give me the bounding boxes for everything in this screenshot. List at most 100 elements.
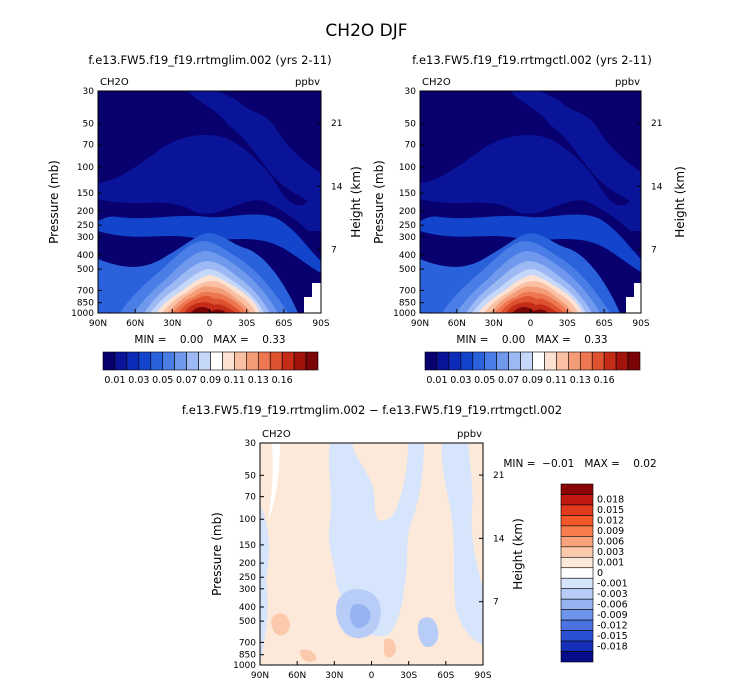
colorbar-swatch [560, 494, 594, 506]
colorbar-label: -0.015 [597, 631, 628, 642]
pressure-tick-label: 150 [399, 189, 416, 199]
lat-tick-label: 30S [559, 319, 576, 329]
colorbar-swatch [150, 351, 164, 371]
lat-tick-label: 30N [163, 319, 181, 329]
lat-tick-label: 60S [275, 319, 292, 329]
colorbar-right: 0.01 0.03 0.05 0.07 0.09 0.11 0.13 0.16 [424, 351, 641, 386]
lat-tick-label: 30S [238, 319, 255, 329]
panel-right-subtitle: f.e13.FW5.f19_f19.rrtmgctl.002 (yrs 2-11… [412, 53, 652, 67]
colorbar-swatch [508, 351, 521, 371]
colorbar-swatch [472, 351, 486, 371]
colorbar-swatch [560, 619, 594, 631]
height-tick-label: 21 [493, 471, 504, 481]
lat-tick-label: 90N [411, 319, 429, 329]
colorbar-swatch [174, 351, 187, 371]
colorbar-label: -0.009 [597, 610, 628, 621]
pressure-tick-label: 1000 [393, 309, 416, 319]
panel-left-minmax: MIN = 0.00 MAX = 0.33 [134, 334, 285, 346]
pressure-tick-label: 30 [83, 87, 95, 97]
colorbar-swatch [210, 351, 223, 371]
panel-diff-variable: CH2O [262, 429, 291, 440]
colorbar-swatch [603, 351, 617, 371]
pressure-tick-label: 500 [239, 617, 256, 627]
colorbar-swatch [520, 351, 533, 371]
lat-tick-label: 90N [89, 319, 107, 329]
pressure-tick-label: 400 [399, 251, 416, 261]
pressure-tick-label: 850 [399, 299, 416, 309]
pressure-tick-label: 300 [399, 233, 416, 243]
lat-tick-label: 90S [474, 671, 491, 681]
panel-right-ylabel-right: Height (km) [673, 166, 687, 237]
panel-right-units: ppbv [615, 77, 640, 88]
lat-tick-label: 30N [325, 671, 343, 681]
height-tick-label: 21 [651, 119, 662, 129]
colorbar-label: -0.003 [597, 589, 628, 600]
colorbar-swatch [560, 577, 594, 590]
colorbar-swatch [560, 567, 594, 579]
colorbar-label: 0.03 [128, 375, 149, 386]
colorbar-swatch [560, 588, 594, 600]
height-tick-label: 7 [493, 598, 499, 608]
lat-tick-label: 90N [251, 671, 269, 681]
colorbar-swatch [198, 351, 211, 371]
colorbar-swatch [568, 351, 581, 371]
colorbar-swatch [579, 351, 593, 371]
pressure-tick-label: 70 [405, 141, 417, 151]
figure-title: CH2O DJF [325, 21, 407, 41]
colorbar-diff: 0.0180.0150.0120.0090.0060.0030.0010-0.0… [560, 483, 628, 663]
lat-tick-label: 60N [448, 319, 466, 329]
colorbar-swatch [114, 351, 128, 371]
pressure-tick-label: 30 [405, 87, 417, 97]
lat-tick-label: 60S [596, 319, 613, 329]
colorbar-label: 0.09 [522, 375, 543, 386]
lat-tick-label: 30S [400, 671, 417, 681]
height-tick-label: 7 [651, 246, 657, 256]
colorbar-swatch [560, 556, 594, 569]
lat-tick-label: 30N [485, 319, 503, 329]
lat-tick-label: 90S [632, 319, 649, 329]
colorbar-label: -0.018 [597, 641, 628, 652]
colorbar-swatch [460, 351, 474, 371]
panel-left-height-axis: 21 14 7 [317, 119, 343, 256]
panel-diff-ylabel: Pressure (mb) [210, 512, 224, 596]
colorbar-label: 0.003 [597, 547, 624, 558]
colorbar-label: 0.012 [597, 516, 624, 527]
pressure-tick-label: 400 [239, 603, 256, 613]
colorbar-swatch [627, 351, 641, 371]
lat-tick-label: 0 [528, 319, 534, 329]
colorbar-swatch [484, 351, 497, 371]
colorbar-swatch [436, 351, 450, 371]
colorbar-swatch [560, 609, 594, 621]
panel-diff-units: ppbv [457, 429, 482, 440]
panel-left-contour [98, 91, 321, 313]
lat-tick-label: 60S [437, 671, 454, 681]
panel-left-subtitle: f.e13.FW5.f19_f19.rrtmglim.002 (yrs 2-11… [88, 53, 331, 67]
colorbar-swatch [234, 351, 247, 371]
colorbar-label: 0.16 [594, 375, 615, 386]
pressure-tick-label: 400 [77, 251, 94, 261]
pressure-tick-label: 1000 [71, 309, 94, 319]
panel-left: f.e13.FW5.f19_f19.rrtmglim.002 (yrs 2-11… [47, 53, 363, 346]
pressure-tick-label: 700 [77, 286, 94, 296]
colorbar-label: 0 [597, 568, 603, 579]
colorbar-label: 0.006 [597, 537, 624, 548]
pressure-tick-label: 70 [245, 493, 257, 503]
colorbar-swatch [281, 351, 295, 371]
pressure-tick-label: 150 [77, 189, 94, 199]
pressure-tick-label: 300 [77, 233, 94, 243]
panel-left-ylabel-right: Height (km) [349, 166, 363, 237]
colorbar-swatch [138, 351, 152, 371]
colorbar-swatch [102, 351, 116, 371]
colorbar-label: 0.09 [200, 375, 221, 386]
lat-tick-label: 60N [126, 319, 144, 329]
colorbar-swatch [591, 351, 605, 371]
colorbar-label: 0.13 [248, 375, 269, 386]
colorbar-swatch [560, 651, 594, 663]
colorbar-swatch [246, 351, 259, 371]
colorbar-left: 0.01 0.03 0.05 0.07 0.09 0.11 0.13 0.16 [102, 351, 319, 386]
colorbar-label: 0.16 [272, 375, 293, 386]
pressure-tick-label: 500 [399, 265, 416, 275]
